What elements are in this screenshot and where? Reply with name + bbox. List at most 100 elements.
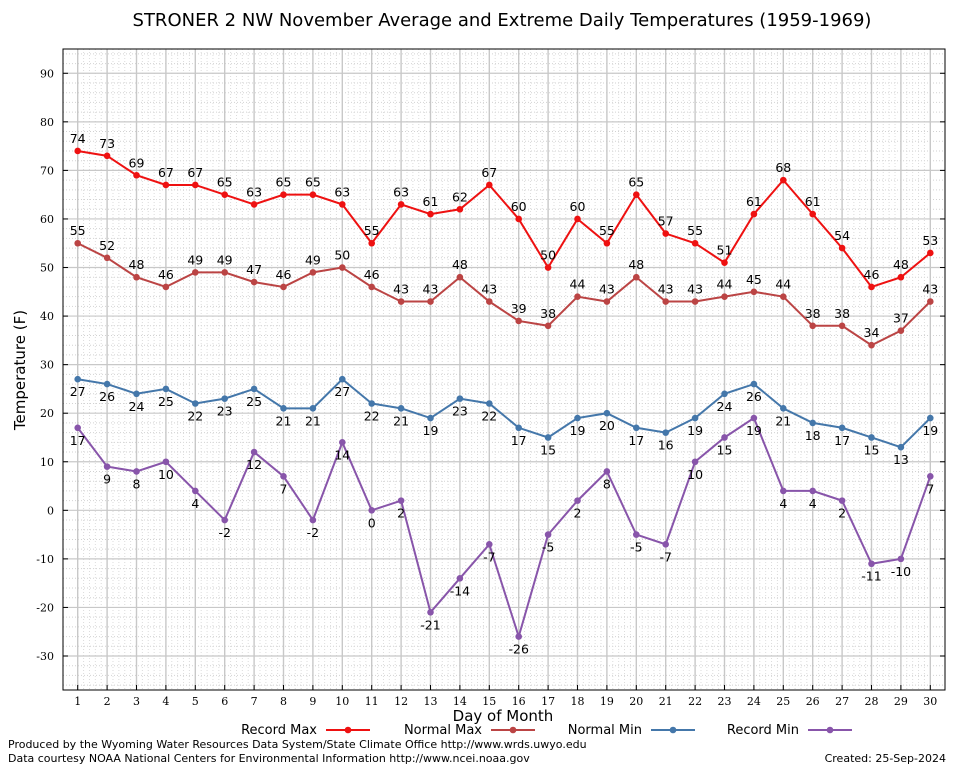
data-point [427, 609, 434, 616]
data-label: 2 [574, 506, 582, 521]
data-label: 49 [217, 252, 233, 267]
data-label: 65 [628, 175, 644, 190]
data-label: 65 [276, 175, 292, 190]
data-label: 57 [658, 214, 674, 229]
data-label: 46 [158, 267, 174, 282]
legend-marker [826, 726, 834, 734]
x-tick-label: 20 [629, 695, 643, 708]
data-label: 61 [423, 194, 439, 209]
chart-title: STRONER 2 NW November Average and Extrem… [133, 10, 872, 31]
data-label: -5 [630, 540, 642, 555]
data-label: 60 [570, 199, 586, 214]
data-label: 55 [70, 223, 86, 238]
data-label: -21 [420, 617, 440, 632]
data-point [574, 497, 581, 504]
data-label: 43 [687, 282, 703, 297]
data-label: 26 [746, 389, 762, 404]
data-point [456, 273, 464, 281]
x-tick-label: 15 [482, 695, 496, 708]
data-point [309, 405, 317, 412]
data-point [456, 395, 464, 402]
data-point [192, 400, 199, 407]
y-axis-label: Temperature (F) [11, 310, 29, 431]
data-label: 7 [280, 481, 288, 496]
data-label: 43 [599, 282, 615, 297]
data-label: 39 [511, 301, 527, 316]
y-tick-label: 80 [40, 116, 54, 129]
data-label: 67 [481, 165, 497, 180]
data-point [750, 414, 758, 422]
x-tick-label: 3 [133, 695, 140, 708]
legend-label: Normal Min [568, 723, 642, 738]
data-point [397, 201, 405, 208]
data-label: -7 [659, 549, 671, 564]
data-point [133, 171, 140, 179]
data-label: 20 [599, 418, 615, 433]
data-point [486, 298, 493, 305]
data-label: 7 [926, 481, 934, 496]
legend-item-normal-min: Normal Min [568, 723, 695, 738]
data-point [633, 531, 640, 538]
data-label: 61 [805, 194, 821, 209]
x-tick-label: 13 [424, 695, 438, 708]
data-label: 10 [158, 467, 174, 482]
series-line [76, 416, 932, 641]
data-point [515, 317, 522, 325]
data-point [162, 385, 170, 393]
x-tick-label: 22 [688, 695, 702, 708]
data-label: -26 [508, 642, 528, 657]
x-tick-label: 1 [74, 695, 81, 708]
chart-grid [63, 49, 945, 690]
y-tick-label: 70 [40, 164, 54, 177]
data-label: 43 [481, 282, 497, 297]
data-point [780, 487, 787, 495]
data-point [368, 507, 376, 514]
data-label: 55 [599, 223, 615, 238]
data-point [280, 405, 287, 412]
data-label: 12 [246, 457, 262, 472]
data-label: 19 [746, 423, 762, 438]
data-point [691, 239, 699, 247]
data-label: 2 [838, 506, 846, 521]
data-label: 62 [452, 189, 468, 204]
data-point [427, 414, 434, 422]
data-point [221, 395, 228, 402]
data-point [162, 458, 170, 466]
data-point [192, 487, 199, 495]
data-label: 50 [334, 248, 350, 263]
data-point [750, 210, 758, 218]
y-tick-label: 50 [40, 262, 54, 275]
data-point [515, 633, 522, 640]
data-label: 43 [393, 282, 409, 297]
data-label: 48 [893, 257, 909, 272]
data-point [309, 269, 317, 276]
data-point [750, 380, 758, 388]
data-label: 15 [717, 442, 733, 457]
data-label: 8 [603, 476, 611, 491]
data-point [603, 409, 611, 417]
data-label: 38 [540, 306, 556, 321]
data-label: 55 [364, 223, 380, 238]
data-point [574, 293, 581, 300]
y-tick-label: 0 [47, 504, 54, 517]
data-label: 8 [133, 476, 141, 491]
data-label: 14 [334, 447, 350, 462]
data-point [456, 575, 464, 582]
legend-label: Normal Max [404, 723, 482, 738]
x-tick-label: 17 [541, 695, 555, 708]
x-tick-label: 11 [365, 695, 379, 708]
data-point [544, 531, 552, 538]
data-point [691, 414, 699, 422]
series-line [77, 149, 931, 289]
data-point [603, 298, 611, 305]
data-point [74, 239, 81, 247]
data-label: 15 [540, 442, 556, 457]
data-label: 21 [305, 413, 321, 428]
data-label: 23 [217, 404, 233, 419]
series-normal-max: 55 52 48 46 49 49 47 46 49 50 46 43 43 48 43 39 38 44 43 48… [70, 223, 938, 349]
data-point [809, 210, 816, 218]
data-point [250, 201, 258, 208]
data-label: 25 [158, 394, 174, 409]
data-point [339, 264, 346, 271]
data-point [868, 434, 875, 441]
